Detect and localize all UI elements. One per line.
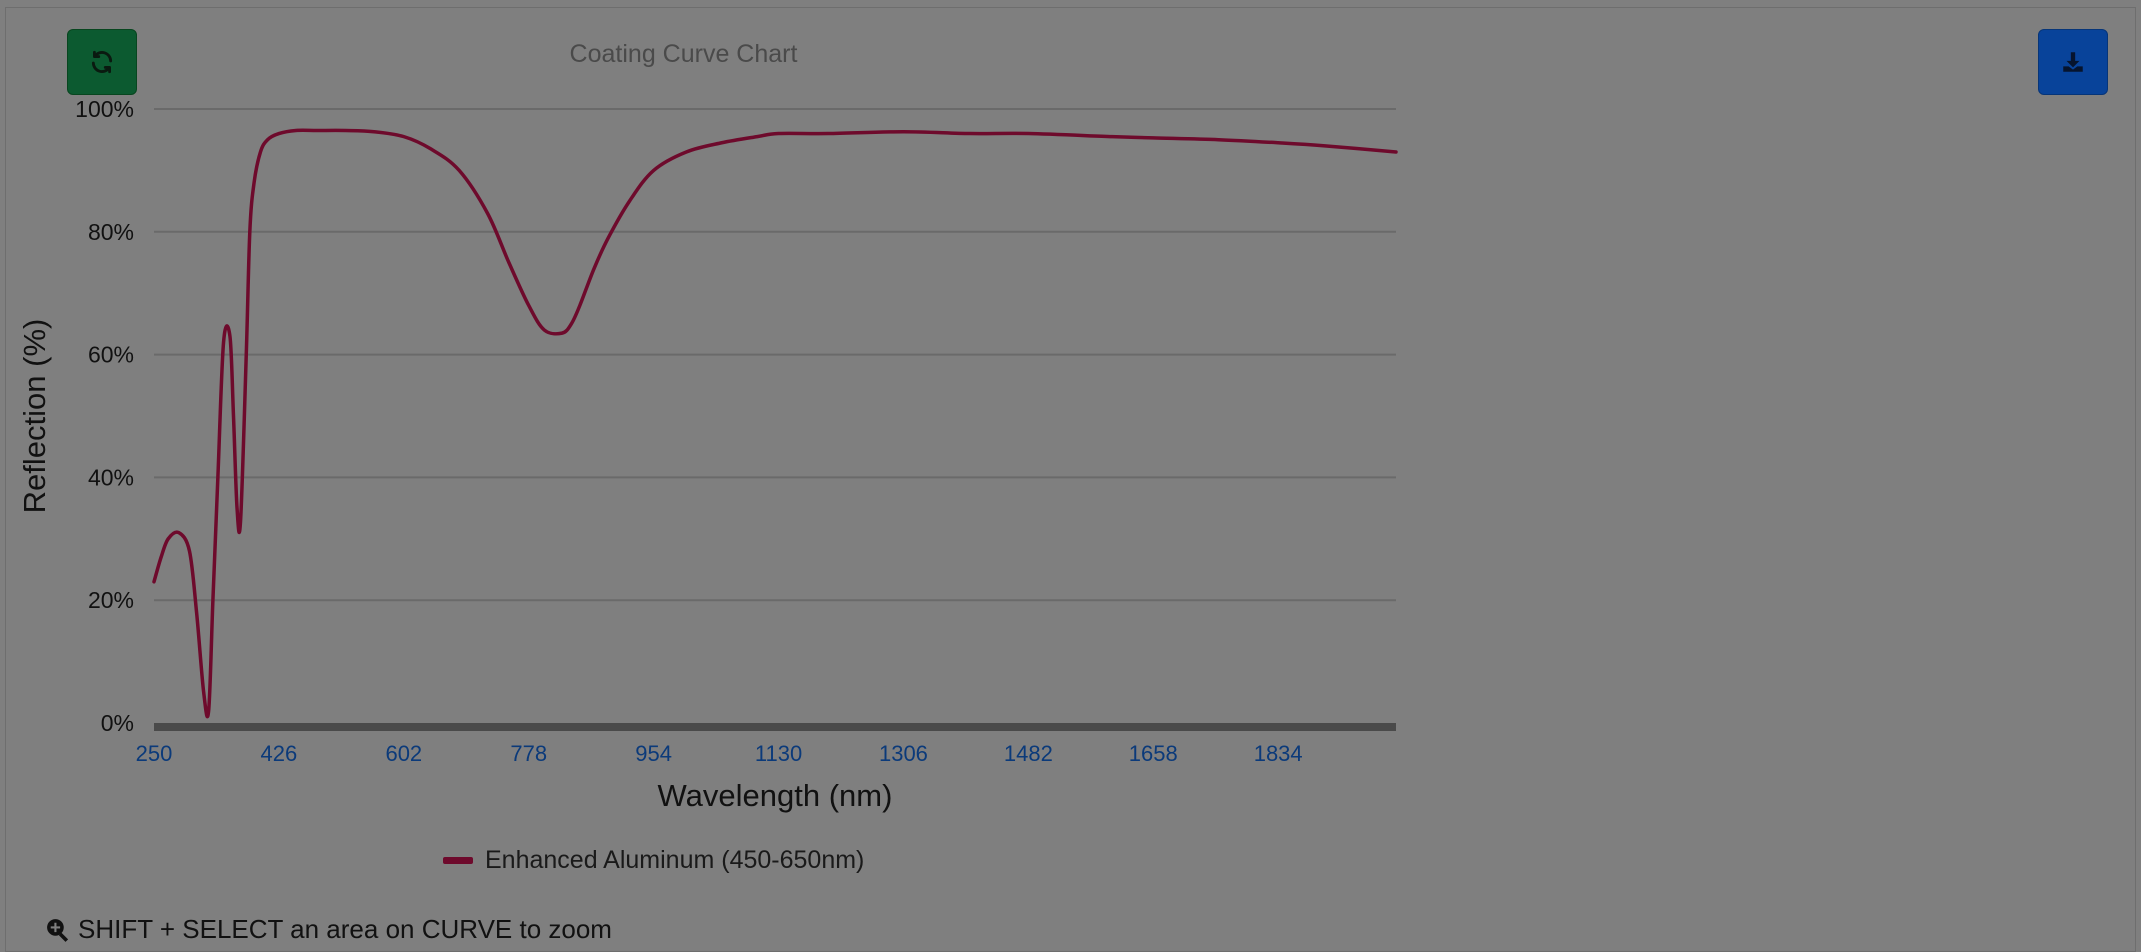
download-button[interactable] [2038, 29, 2108, 95]
x-tick-label: 1658 [1129, 741, 1178, 766]
series-line [152, 128, 1398, 719]
refresh-button[interactable] [67, 29, 137, 95]
x-tick-label: 250 [136, 741, 173, 766]
x-tick-label: 1306 [879, 741, 928, 766]
y-tick-label: 100% [75, 96, 134, 122]
x-tick-label: 778 [510, 741, 547, 766]
x-tick-label: 602 [385, 741, 422, 766]
y-tick-label: 0% [101, 710, 134, 736]
download-icon [2063, 52, 2083, 72]
x-tick-label: 1482 [1004, 741, 1053, 766]
y-tick-label: 20% [88, 587, 134, 613]
x-axis-line [154, 723, 1396, 731]
x-axis-title: Wavelength (nm) [658, 778, 893, 813]
y-axis-title: Reflection (%) [17, 319, 52, 514]
zoom-hint: SHIFT + SELECT an area on CURVE to zoom [45, 914, 612, 945]
legend-label: Enhanced Aluminum (450-650nm) [485, 846, 865, 874]
legend-swatch [443, 857, 473, 864]
x-tick-label: 426 [261, 741, 298, 766]
refresh-icon [91, 50, 113, 74]
x-tick-label: 1834 [1254, 741, 1303, 766]
y-tick-label: 80% [88, 219, 134, 245]
zoom-in-icon [47, 919, 69, 942]
x-tick-label: 954 [635, 741, 672, 766]
zoom-hint-text: SHIFT + SELECT an area on CURVE to zoom [78, 914, 612, 944]
y-tick-label: 60% [88, 342, 134, 368]
y-tick-label: 40% [88, 464, 134, 490]
chart-title: Coating Curve Chart [569, 40, 798, 68]
legend-item[interactable]: Enhanced Aluminum (450-650nm) [443, 846, 864, 875]
x-tick-label: 1130 [755, 741, 802, 766]
